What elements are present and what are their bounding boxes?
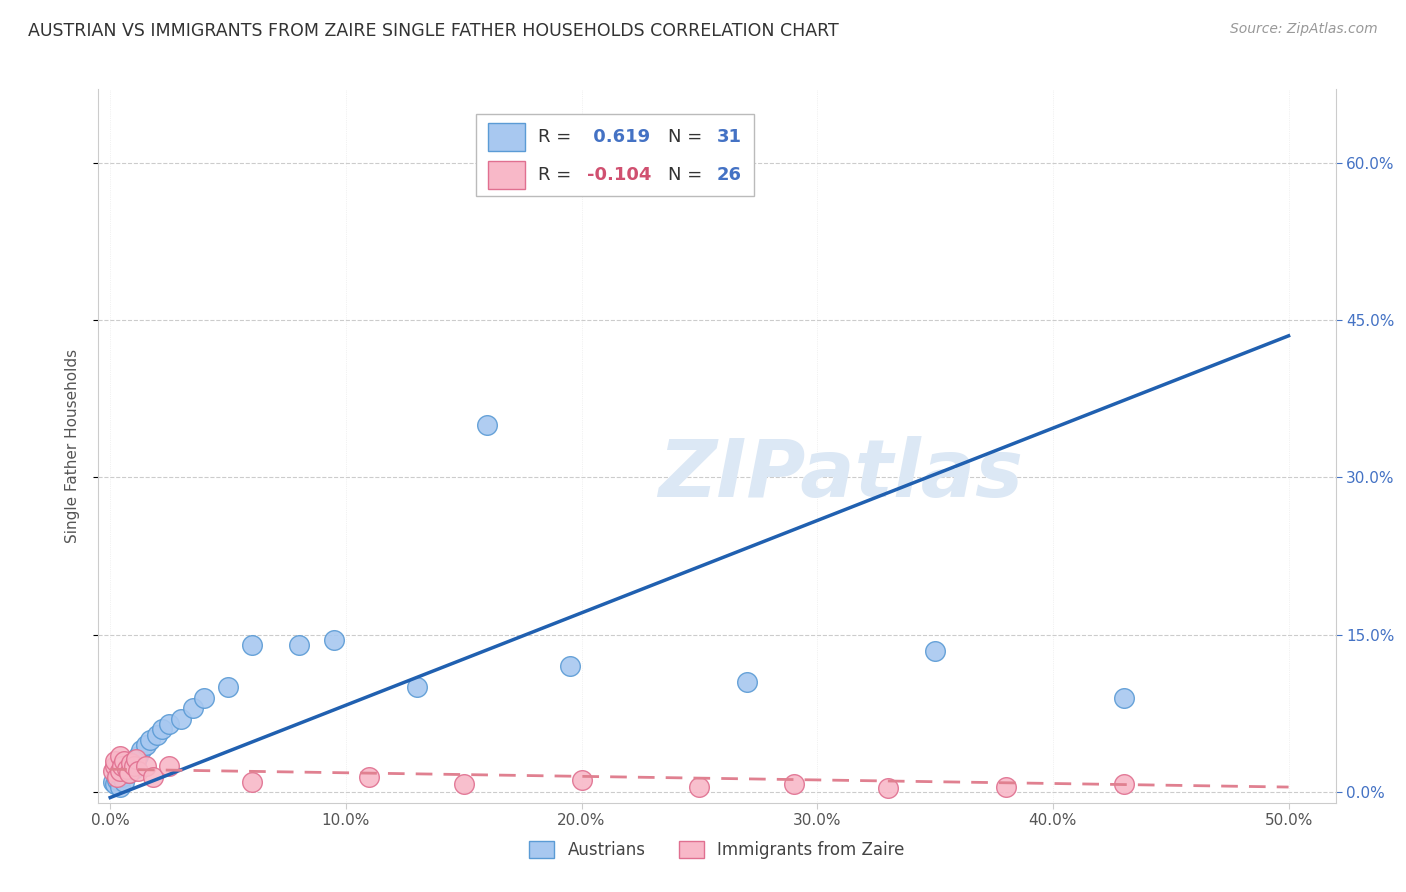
Point: [118, 766, 141, 780]
Text: Source: ZipAtlas.com: Source: ZipAtlas.com: [1230, 22, 1378, 37]
Point: [735, 675, 758, 690]
Text: N =: N =: [668, 166, 707, 184]
Point: [571, 772, 593, 787]
Point: [240, 639, 263, 653]
Point: [135, 738, 157, 752]
Text: 31: 31: [717, 128, 742, 146]
Point: [1112, 777, 1135, 791]
Point: [120, 759, 142, 773]
Text: ZIPatlas: ZIPatlas: [658, 435, 1024, 514]
Point: [146, 728, 169, 742]
Point: [111, 770, 134, 784]
Point: [104, 777, 127, 791]
Point: [157, 759, 180, 773]
Point: [112, 774, 135, 789]
Point: [104, 754, 127, 768]
Legend: Austrians, Immigrants from Zaire: Austrians, Immigrants from Zaire: [523, 834, 911, 866]
Text: AUSTRIAN VS IMMIGRANTS FROM ZAIRE SINGLE FATHER HOUSEHOLDS CORRELATION CHART: AUSTRIAN VS IMMIGRANTS FROM ZAIRE SINGLE…: [28, 22, 839, 40]
Point: [122, 762, 145, 776]
Point: [108, 764, 131, 779]
Point: [104, 759, 127, 773]
Point: [101, 764, 124, 779]
Bar: [488, 161, 526, 189]
Point: [125, 754, 148, 768]
Point: [135, 759, 157, 773]
Text: 26: 26: [717, 166, 742, 184]
Point: [924, 643, 946, 657]
Point: [193, 690, 215, 705]
Point: [782, 777, 804, 791]
Point: [111, 759, 134, 773]
Point: [150, 723, 173, 737]
Point: [1112, 690, 1135, 705]
Point: [115, 764, 138, 779]
Point: [122, 759, 145, 773]
Bar: [488, 123, 526, 152]
Point: [453, 777, 475, 791]
Point: [558, 659, 581, 673]
FancyBboxPatch shape: [475, 114, 754, 196]
Point: [101, 774, 124, 789]
Point: [129, 743, 152, 757]
Text: R =: R =: [537, 166, 576, 184]
Point: [105, 770, 128, 784]
Point: [127, 748, 149, 763]
Point: [287, 639, 309, 653]
Point: [142, 770, 165, 784]
Point: [405, 681, 427, 695]
Point: [240, 774, 263, 789]
Y-axis label: Single Father Households: Single Father Households: [65, 349, 80, 543]
Text: N =: N =: [668, 128, 707, 146]
Point: [477, 417, 499, 432]
Point: [323, 633, 346, 648]
Point: [170, 712, 193, 726]
Point: [157, 717, 180, 731]
Point: [112, 754, 135, 768]
Point: [105, 772, 128, 787]
Point: [120, 756, 142, 770]
Point: [125, 752, 148, 766]
Text: 0.619: 0.619: [588, 128, 650, 146]
Text: R =: R =: [537, 128, 576, 146]
Text: -0.104: -0.104: [588, 166, 651, 184]
Point: [115, 762, 138, 776]
Point: [118, 766, 141, 780]
Point: [108, 748, 131, 763]
Point: [877, 781, 900, 796]
Point: [139, 732, 162, 747]
Point: [181, 701, 204, 715]
Point: [359, 770, 381, 784]
Point: [108, 780, 131, 794]
Point: [994, 780, 1017, 794]
Point: [127, 764, 149, 779]
Point: [217, 681, 239, 695]
Point: [688, 780, 710, 794]
